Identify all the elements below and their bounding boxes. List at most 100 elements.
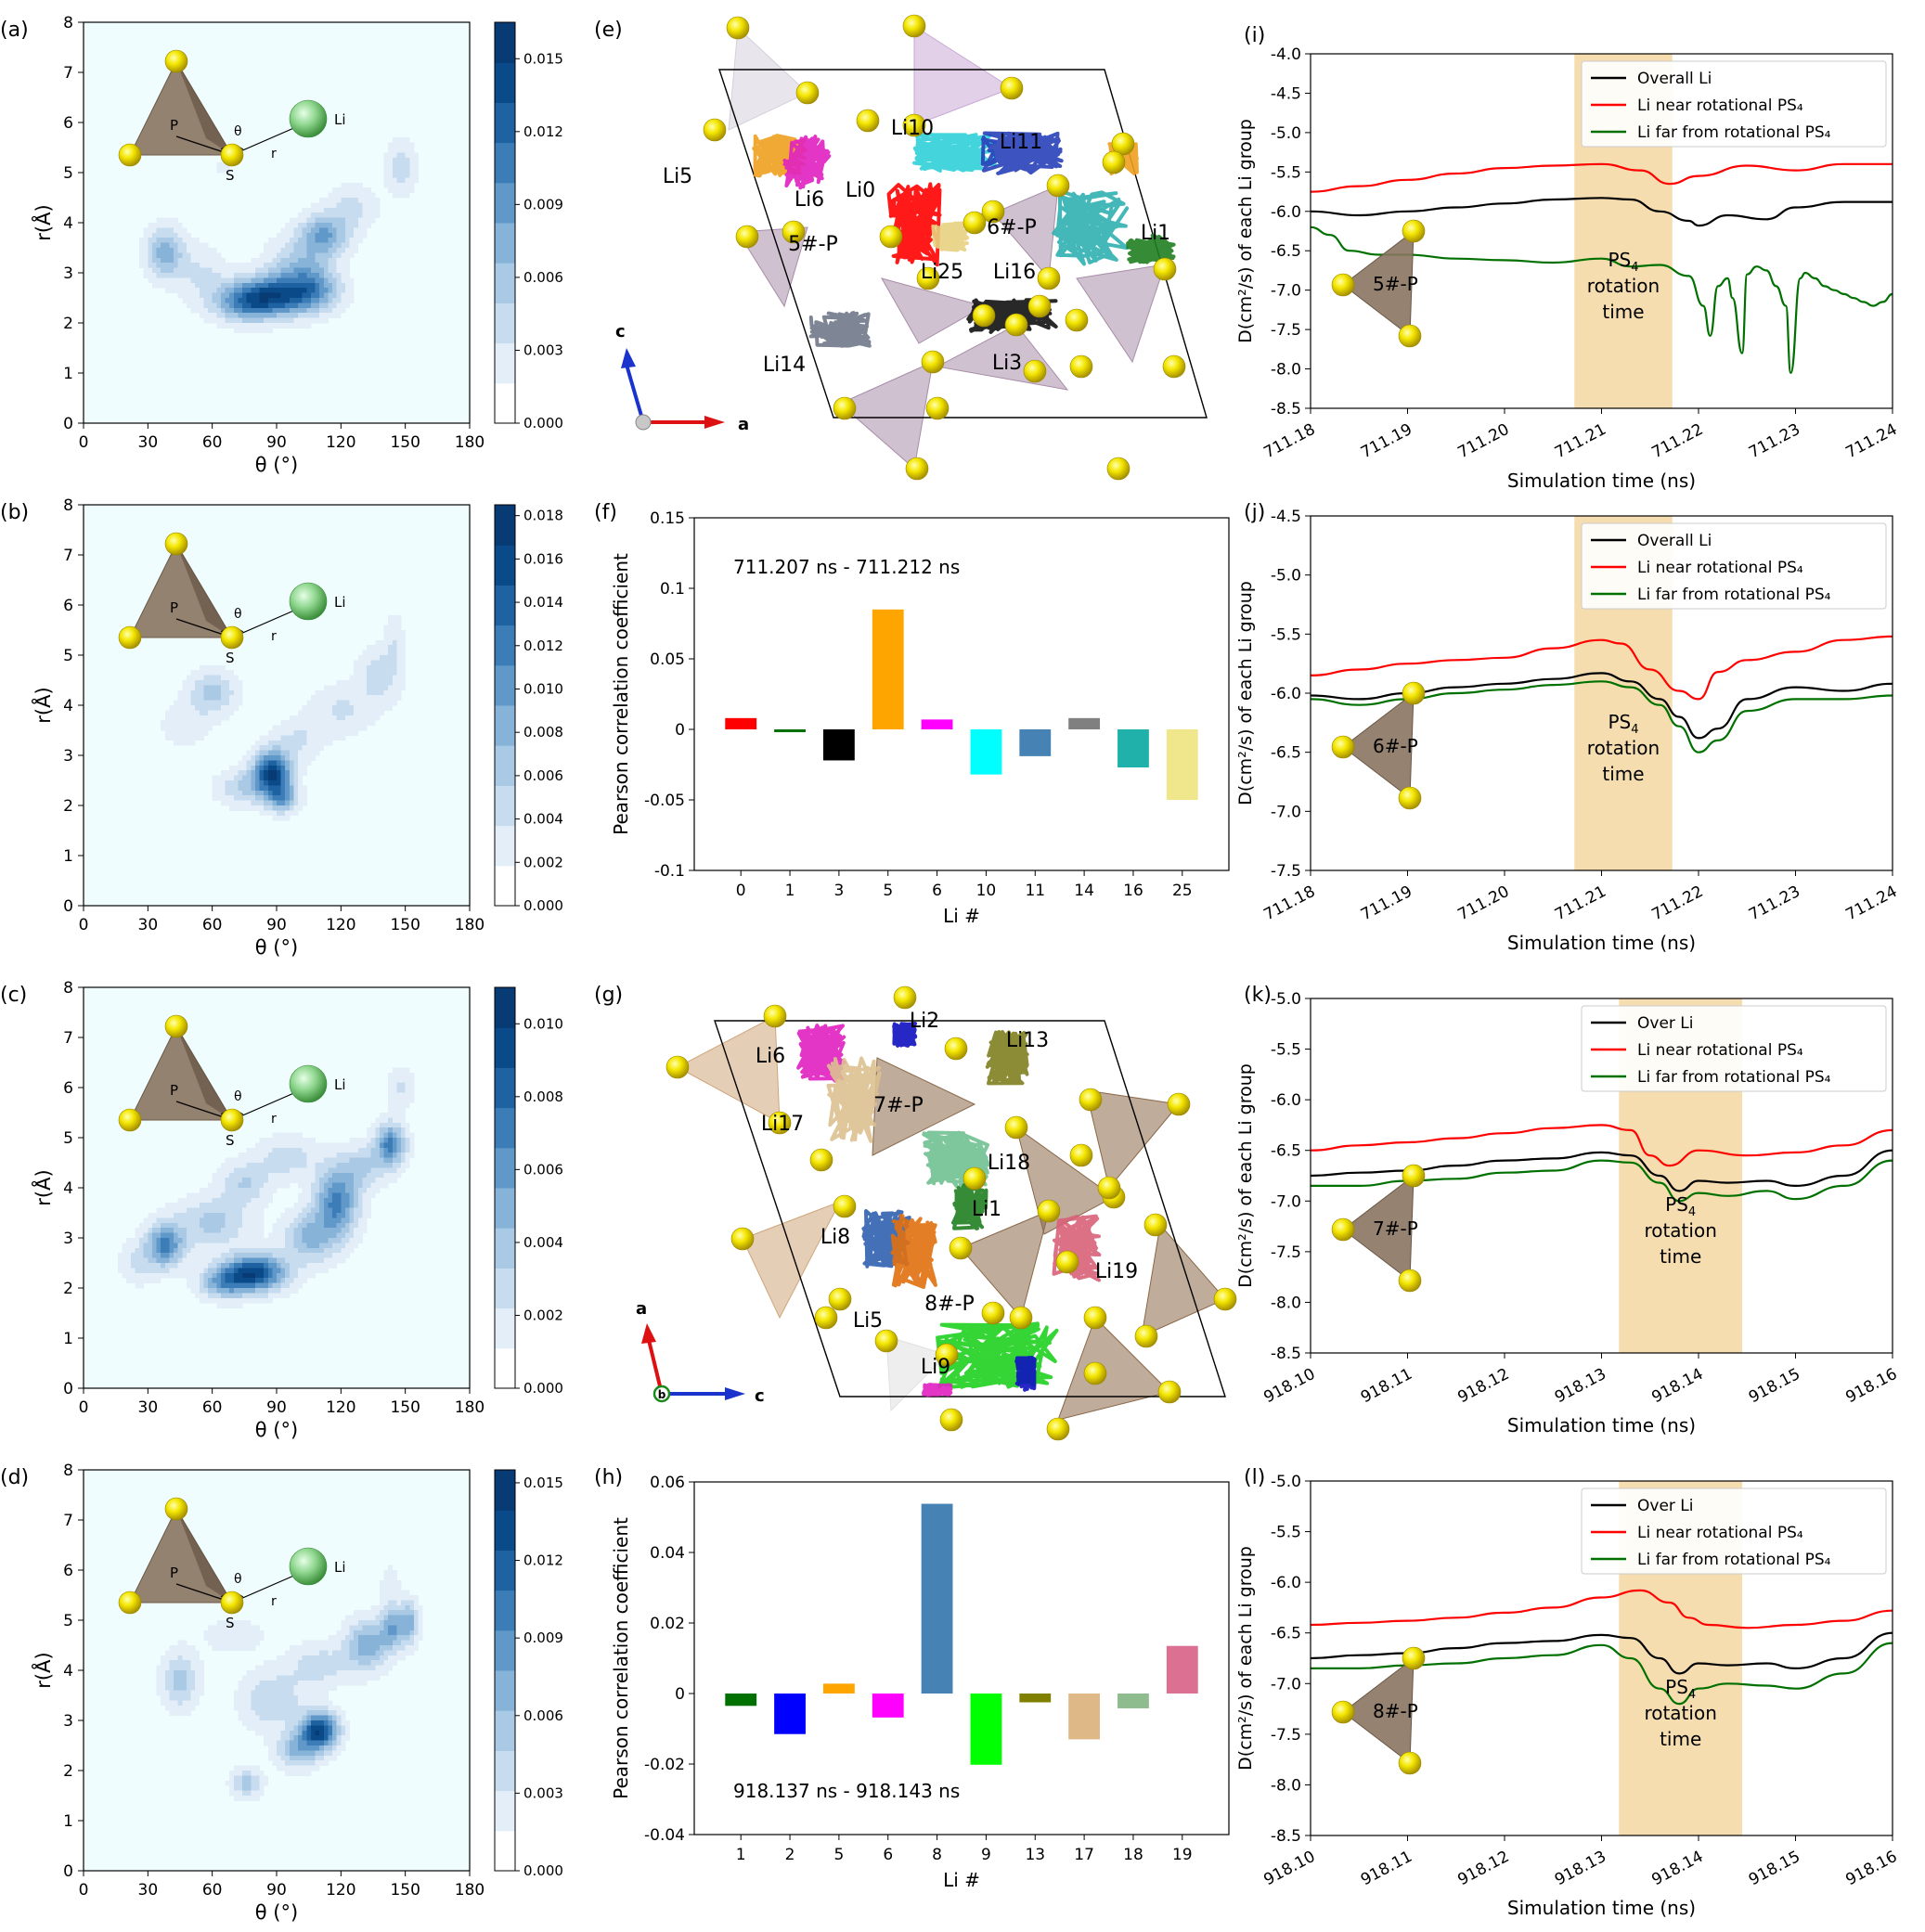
density-cell [293, 785, 299, 792]
density-cell [233, 1288, 239, 1294]
density-cell [315, 213, 320, 218]
density-cell [139, 1282, 145, 1289]
density-cell [264, 1660, 269, 1666]
density-cell [264, 1197, 269, 1204]
density-cell [388, 695, 394, 701]
density-cell [319, 1232, 325, 1239]
density-cell [259, 1257, 265, 1264]
density-cell [367, 207, 372, 213]
density-cell [315, 735, 320, 741]
density-cell [174, 1705, 179, 1711]
density-cell [341, 1228, 346, 1233]
density-cell [264, 1238, 269, 1243]
density-cell [280, 1730, 286, 1736]
density-cell [233, 765, 239, 771]
density-cell [139, 238, 145, 243]
density-cell [298, 1655, 304, 1661]
density-cell [220, 680, 226, 686]
density-cell [233, 1203, 239, 1208]
density-cell [388, 620, 394, 625]
density-cell [310, 1710, 316, 1716]
density-cell [293, 730, 299, 736]
panel-label: (c) [0, 984, 27, 1007]
density-cell [302, 1745, 307, 1751]
colorbar-step [495, 825, 515, 867]
density-cell [164, 1680, 170, 1686]
density-cell [332, 238, 338, 243]
density-cell [272, 298, 278, 303]
x-tick-label: 120 [326, 1881, 355, 1900]
density-cell [344, 1232, 350, 1239]
colorbar-step [495, 342, 515, 384]
density-cell [225, 1625, 230, 1631]
density-cell [246, 1710, 252, 1716]
density-cell [264, 303, 269, 309]
density-cell [401, 650, 407, 656]
density-cell [177, 1710, 183, 1716]
density-cell [285, 1163, 291, 1168]
density-cell [251, 1172, 256, 1179]
density-cell [375, 655, 381, 661]
density-cell [298, 1268, 304, 1274]
density-cell [280, 263, 286, 268]
density-cell [302, 1217, 307, 1224]
density-cell [409, 1138, 415, 1143]
density-cell [392, 639, 397, 646]
density-cell [251, 1147, 256, 1153]
density-cell [357, 675, 363, 681]
density-cell [323, 1217, 329, 1224]
density-cell [388, 152, 394, 159]
density-cell [195, 1197, 200, 1204]
density-cell [392, 1132, 397, 1139]
density-cell [315, 1243, 320, 1249]
density-cell [315, 317, 320, 324]
density-cell [277, 795, 282, 801]
density-cell [254, 1217, 260, 1224]
density-cell [190, 1238, 196, 1243]
density-cell [233, 263, 239, 268]
density-cell [186, 288, 191, 293]
density-cell [379, 1117, 384, 1124]
density-cell [272, 1715, 278, 1721]
density-cell [280, 1725, 286, 1732]
density-cell [354, 1675, 359, 1681]
density-cell [251, 745, 256, 751]
density-cell [174, 1213, 179, 1218]
density-cell [277, 1253, 282, 1258]
density-cell [186, 1695, 191, 1701]
density-cell [280, 1238, 286, 1243]
density-cell [289, 1263, 294, 1269]
density-cell [251, 1232, 256, 1239]
density-cell [319, 1268, 325, 1274]
density-cell [277, 1735, 282, 1741]
density-cell [332, 1755, 338, 1761]
density-cell [315, 1710, 320, 1716]
density-cell [328, 689, 333, 696]
density-cell [319, 1640, 325, 1646]
density-cell [216, 689, 222, 696]
density-cell [298, 1207, 304, 1214]
density-cell [208, 1197, 213, 1204]
density-cell [289, 1645, 294, 1651]
x-axis-label: Li # [943, 1869, 980, 1891]
density-cell [190, 1232, 196, 1239]
density-cell [336, 695, 342, 701]
density-cell [199, 267, 204, 274]
density-cell [315, 715, 320, 721]
density-cell [285, 765, 291, 771]
density-cell [401, 142, 407, 148]
density-cell [302, 1750, 307, 1757]
li-atom [289, 582, 328, 621]
density-cell [354, 1217, 359, 1224]
density-cell [229, 1197, 235, 1204]
y-axis-label: r(Å) [31, 204, 55, 240]
density-cell [298, 795, 304, 801]
density-cell [212, 695, 217, 701]
density-cell [225, 1217, 230, 1224]
density-cell [379, 1147, 384, 1153]
density-cell [272, 1232, 278, 1239]
density-cell [328, 1178, 333, 1183]
density-cell [401, 148, 407, 153]
density-cell [396, 1167, 402, 1174]
density-cell [302, 1228, 307, 1233]
